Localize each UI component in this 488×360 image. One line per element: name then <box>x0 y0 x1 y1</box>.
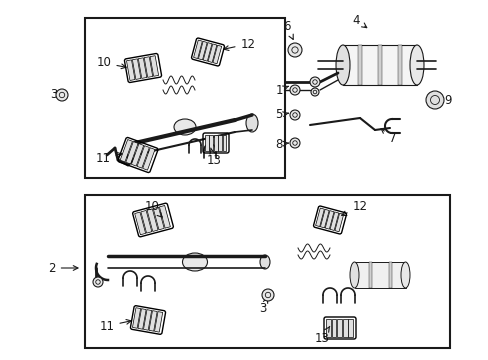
Text: 2: 2 <box>48 261 78 274</box>
Bar <box>368 262 371 288</box>
Ellipse shape <box>260 255 269 269</box>
Bar <box>147 209 158 231</box>
Text: 8: 8 <box>275 138 288 150</box>
Bar <box>154 312 163 332</box>
Bar <box>132 59 141 80</box>
Text: 7: 7 <box>380 129 396 144</box>
Bar <box>138 58 146 78</box>
Text: 12: 12 <box>341 201 367 216</box>
Bar <box>342 319 347 337</box>
Bar <box>120 140 132 162</box>
Ellipse shape <box>182 253 207 271</box>
Bar <box>143 310 151 330</box>
Bar <box>325 319 330 337</box>
Bar <box>397 45 401 85</box>
Circle shape <box>310 88 318 96</box>
Bar <box>132 308 141 328</box>
Circle shape <box>289 138 299 148</box>
Bar <box>387 262 391 288</box>
Bar <box>377 45 381 85</box>
Text: 13: 13 <box>206 148 221 166</box>
Bar <box>142 148 155 170</box>
Bar <box>193 40 202 59</box>
Text: 11: 11 <box>99 320 131 333</box>
Bar <box>138 309 146 329</box>
Circle shape <box>425 91 443 109</box>
Bar <box>222 135 226 151</box>
Bar <box>320 210 328 228</box>
Bar <box>203 42 212 61</box>
Circle shape <box>289 110 299 120</box>
Bar <box>141 211 151 233</box>
Circle shape <box>289 85 299 95</box>
Bar <box>198 41 207 60</box>
Text: 13: 13 <box>314 327 329 345</box>
Text: 10: 10 <box>144 201 162 217</box>
Text: 6: 6 <box>283 21 293 40</box>
Bar <box>325 211 333 229</box>
Bar <box>331 319 336 337</box>
Circle shape <box>56 89 68 101</box>
Bar <box>337 319 341 337</box>
Ellipse shape <box>400 262 409 288</box>
Bar <box>329 212 338 230</box>
Bar <box>208 44 216 62</box>
Bar <box>204 135 208 151</box>
Bar <box>209 135 213 151</box>
Ellipse shape <box>409 45 423 85</box>
Bar <box>218 135 222 151</box>
Ellipse shape <box>349 262 358 288</box>
Bar <box>347 319 352 337</box>
Bar <box>131 144 143 166</box>
Bar <box>159 206 170 228</box>
Text: 3: 3 <box>50 89 63 102</box>
Bar <box>149 311 157 331</box>
Bar <box>357 45 361 85</box>
Bar <box>342 45 416 85</box>
Circle shape <box>93 277 103 287</box>
Bar <box>85 18 285 178</box>
Ellipse shape <box>174 119 196 135</box>
Text: 1: 1 <box>275 84 288 96</box>
Bar <box>213 135 217 151</box>
Bar <box>153 207 164 230</box>
Circle shape <box>262 289 273 301</box>
Text: 10: 10 <box>96 57 126 69</box>
Bar <box>134 212 145 235</box>
Text: 4: 4 <box>351 13 366 28</box>
Bar <box>334 213 343 232</box>
Circle shape <box>309 77 319 87</box>
Bar <box>354 262 405 288</box>
Text: 5: 5 <box>275 108 288 122</box>
Text: 9: 9 <box>436 94 451 107</box>
Ellipse shape <box>335 45 349 85</box>
Bar <box>212 45 221 64</box>
Bar <box>125 141 138 164</box>
Text: 11: 11 <box>95 152 122 165</box>
Bar <box>85 195 449 348</box>
Bar <box>150 56 158 76</box>
Text: 3: 3 <box>259 298 267 315</box>
Circle shape <box>287 43 302 57</box>
Text: 12: 12 <box>224 37 255 50</box>
Bar <box>137 146 149 168</box>
Bar <box>126 60 135 80</box>
Ellipse shape <box>245 114 258 132</box>
Bar <box>315 208 324 226</box>
Bar <box>144 57 152 77</box>
